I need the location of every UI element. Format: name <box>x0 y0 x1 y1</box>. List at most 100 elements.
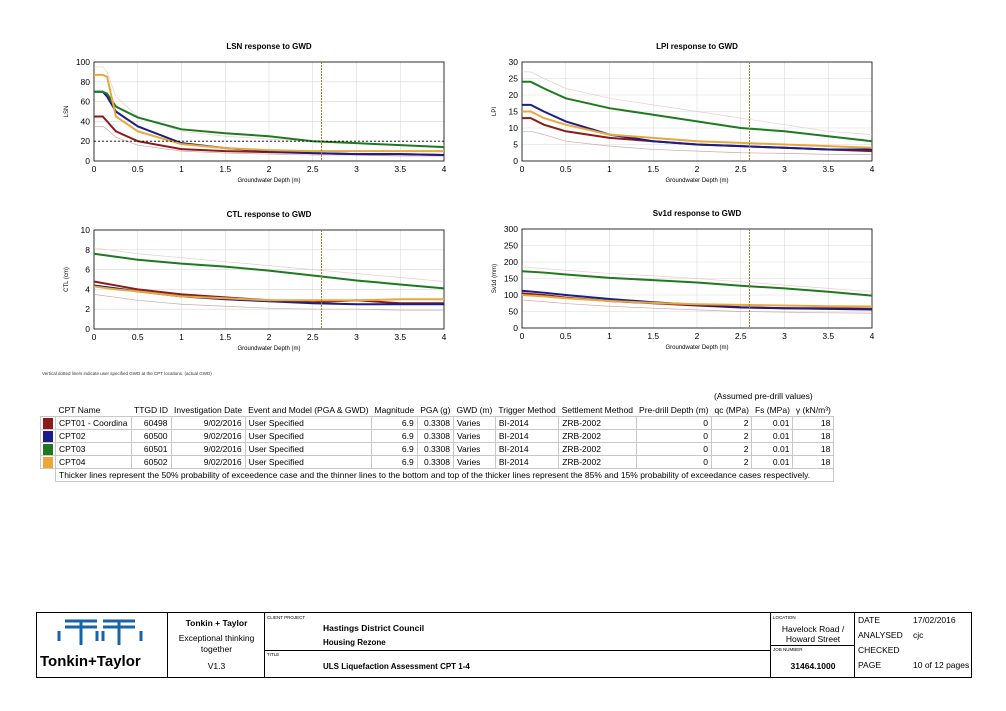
series-line-cpt04 <box>522 110 873 149</box>
upper-bound-line <box>522 71 873 135</box>
assumed-caption: (Assumed pre-drill values) <box>714 391 813 401</box>
x-tick-label: 0 <box>520 331 525 341</box>
table-cell: 6.9 <box>371 429 418 443</box>
x-tick-label: 3 <box>782 164 787 174</box>
x-tick-label: 2.5 <box>735 331 747 341</box>
x-tick-label: 1.5 <box>219 164 231 174</box>
date-value: 17/02/2016 <box>913 615 956 625</box>
col-header: Magnitude <box>374 405 415 415</box>
x-tick-label: 1.5 <box>219 332 231 342</box>
version: V1.3 <box>207 661 226 671</box>
x-tick-label: 1 <box>179 164 184 174</box>
x-tick-label: 4 <box>870 331 875 341</box>
chart-title: Sv1d response to GWD <box>653 209 742 218</box>
x-tick-label: 3 <box>354 164 359 174</box>
x-tick-label: 3.5 <box>394 164 406 174</box>
table-cell: CPT01 - Coordina <box>55 416 132 430</box>
series-line-cpt04 <box>521 294 873 308</box>
table-cell: 2 <box>710 416 753 430</box>
swatch-box <box>43 430 53 442</box>
x-tick-label: 0.5 <box>132 164 144 174</box>
table-cell: 0 <box>635 442 712 456</box>
y-axis-label: LPI <box>492 107 498 116</box>
y-tick-label: 20 <box>509 90 519 100</box>
date-label: DATE <box>858 615 881 625</box>
page-label: PAGE <box>858 660 881 670</box>
table-cell: 9/02/2016 <box>170 429 246 443</box>
lower-bound-line <box>94 125 444 157</box>
table-cell: BI-2014 <box>494 455 560 469</box>
lower-bound-line <box>93 294 444 311</box>
x-tick-label: 0.5 <box>132 332 144 342</box>
col-header: Pre-drill Depth (m) <box>639 405 709 415</box>
lower-bound-line <box>522 130 872 155</box>
lpi-chart: LPI response to GWD 0 5 10 15 20 25 30 0 0.5 1 1.5 2… <box>478 38 888 198</box>
location-label: LOCATION <box>773 615 796 620</box>
table-cell: BI-2014 <box>494 442 560 456</box>
series-line-cpt04 <box>93 285 444 302</box>
x-tick-label: 1.5 <box>647 164 659 174</box>
x-tick-label: 0 <box>520 164 525 174</box>
col-header: Fs (MPa) <box>754 405 790 415</box>
col-header: qc (MPa) <box>714 405 749 415</box>
series-line-cpt02 <box>522 103 872 151</box>
table-cell: Varies <box>452 455 496 469</box>
table-row: CPT03 60501 9/02/2016 User Specified 6.9 0.33… <box>40 442 835 456</box>
table-cell: Varies <box>452 442 496 456</box>
y-axis-label: CTL (cm) <box>64 267 70 292</box>
x-tick-label: 2 <box>695 331 700 341</box>
y-tick-label: 5 <box>513 140 518 150</box>
table-cell: 2 <box>710 442 753 456</box>
x-axis-label: Groundwater Depth (m) <box>237 178 300 184</box>
table-cell: 0.3308 <box>416 455 454 469</box>
x-tick-label: 3.5 <box>394 332 406 342</box>
y-tick-label: 40 <box>81 116 91 126</box>
table-cell: 60502 <box>130 455 172 469</box>
table-cell: ZRB-2002 <box>558 416 637 430</box>
x-tick-label: 0 <box>92 332 97 342</box>
col-header: Settlement Method <box>561 405 634 415</box>
x-tick-label: 1 <box>607 164 612 174</box>
y-tick-label: 8 <box>85 245 90 255</box>
logo-cell: Tonkin+Taylor <box>37 613 168 677</box>
table-footnote-row: Thicker lines represent the 50% probabil… <box>41 468 835 482</box>
col-header: Investigation Date <box>174 405 243 415</box>
table-cell: User Specified <box>244 455 373 469</box>
table-cell: 2 <box>710 455 753 469</box>
drawing-title: ULS Liquefaction Assessment CPT 1-4 <box>323 662 470 671</box>
x-axis-label: Groundwater Depth (m) <box>665 345 728 351</box>
table-cell: User Specified <box>244 416 373 430</box>
chart-title: CTL response to GWD <box>227 210 312 219</box>
y-tick-label: 2 <box>85 304 90 314</box>
table-cell: 60501 <box>130 442 172 456</box>
table-cell: BI-2014 <box>494 416 560 430</box>
table-cell: 9/02/2016 <box>170 416 246 430</box>
cpt-color-swatch <box>40 455 56 469</box>
client-name: Hastings District Council <box>323 623 425 633</box>
y-tick-label: 10 <box>81 225 91 235</box>
table-cell: 0.01 <box>751 455 794 469</box>
col-header: GWD (m) <box>456 405 493 415</box>
slogan-line-1: Exceptional thinking <box>178 633 255 643</box>
cpt-color-swatch <box>40 416 56 430</box>
location-line-2: Howard Street <box>785 634 841 644</box>
checked-label: CHECKED <box>858 645 900 655</box>
plot-frame <box>521 228 873 329</box>
x-tick-label: 2.5 <box>307 332 319 342</box>
col-header: CPT Name <box>58 405 101 415</box>
y-tick-label: 15 <box>509 107 519 117</box>
table-cell: CPT03 <box>55 442 132 456</box>
plot-frame <box>93 229 445 330</box>
x-tick-label: 2 <box>695 164 700 174</box>
y-tick-label: 30 <box>509 57 519 67</box>
sv1d-chart: Sv1d response to GWD 0 50 100 150 200 250 300 0 0… <box>478 205 888 365</box>
y-tick-label: 60 <box>81 97 91 107</box>
swatch-box <box>43 456 53 468</box>
y-tick-label: 300 <box>504 224 518 234</box>
table-cell: 18 <box>792 416 835 430</box>
col-header: TTGD ID <box>134 405 169 415</box>
lower-bound-line <box>521 299 873 314</box>
table-cell: 60498 <box>130 416 172 430</box>
x-tick-label: 3 <box>782 331 787 341</box>
upper-bound-line <box>93 247 445 282</box>
